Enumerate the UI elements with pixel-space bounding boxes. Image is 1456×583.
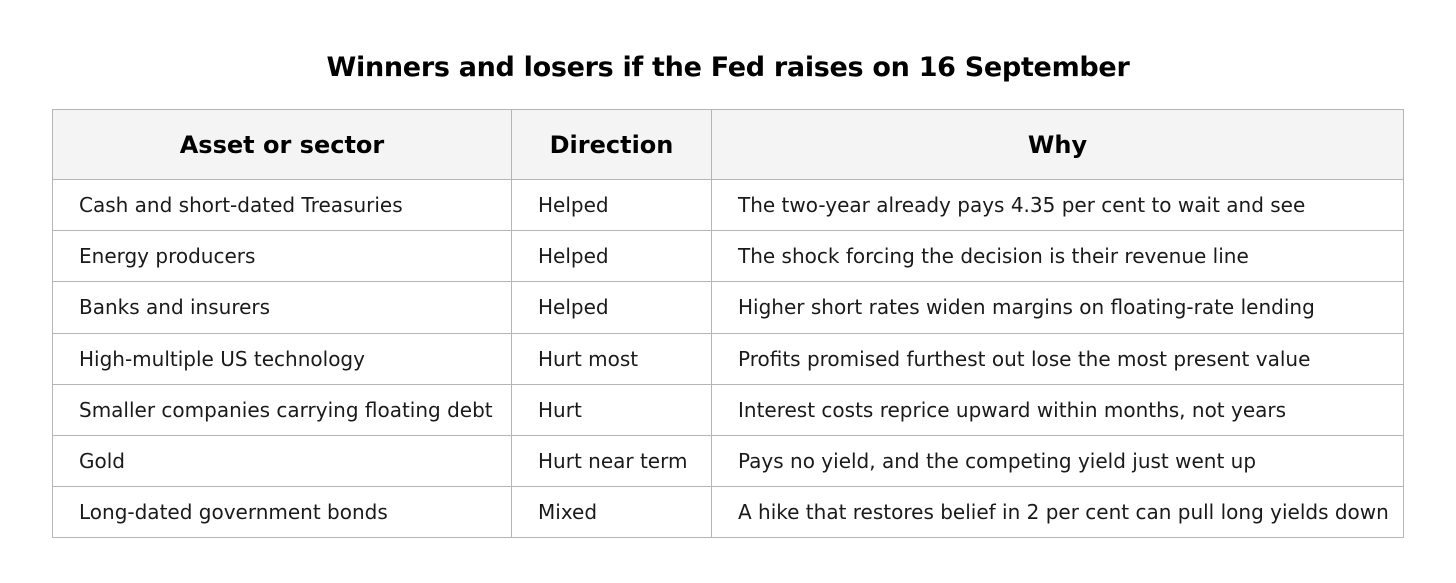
cell-asset: Gold: [52, 434, 512, 488]
cell-why: The two-year already pays 4.35 per cent …: [711, 178, 1404, 232]
cell-asset: Energy producers: [52, 230, 512, 283]
cell-direction: Hurt: [511, 383, 712, 436]
cell-why: Pays no yield, and the competing yield j…: [711, 434, 1404, 488]
table-row: Gold Hurt near term Pays no yield, and t…: [52, 434, 1404, 488]
cell-why: A hike that restores belief in 2 per cen…: [711, 486, 1404, 539]
cell-asset: High-multiple US technology: [52, 332, 512, 385]
table-row: High-multiple US technology Hurt most Pr…: [52, 332, 1404, 385]
column-header-asset: Asset or sector: [52, 109, 512, 180]
table-row: Banks and insurers Helped Higher short r…: [52, 281, 1404, 334]
winners-losers-table: Asset or sector Direction Why Cash and s…: [52, 109, 1404, 539]
cell-direction: Hurt most: [511, 332, 712, 385]
page-title: Winners and losers if the Fed raises on …: [326, 52, 1130, 83]
cell-why: Higher short rates widen margins on floa…: [711, 281, 1404, 334]
column-header-direction: Direction: [511, 109, 712, 180]
cell-direction: Mixed: [511, 486, 712, 539]
cell-direction: Helped: [511, 178, 712, 232]
column-header-why: Why: [711, 109, 1404, 180]
cell-asset: Long-dated government bonds: [52, 486, 512, 539]
cell-asset: Cash and short-dated Treasuries: [52, 178, 512, 232]
cell-why: Profits promised furthest out lose the m…: [711, 332, 1404, 385]
table-row: Smaller companies carrying floating debt…: [52, 383, 1404, 436]
cell-asset: Banks and insurers: [52, 281, 512, 334]
cell-why: Interest costs reprice upward within mon…: [711, 383, 1404, 436]
cell-direction: Hurt near term: [511, 434, 712, 488]
cell-asset: Smaller companies carrying floating debt: [52, 383, 512, 436]
cell-direction: Helped: [511, 281, 712, 334]
table-row: Cash and short-dated Treasuries Helped T…: [52, 178, 1404, 232]
table-row: Energy producers Helped The shock forcin…: [52, 230, 1404, 283]
table-header-row: Asset or sector Direction Why: [52, 109, 1404, 180]
table-row: Long-dated government bonds Mixed A hike…: [52, 486, 1404, 539]
cell-why: The shock forcing the decision is their …: [711, 230, 1404, 283]
cell-direction: Helped: [511, 230, 712, 283]
